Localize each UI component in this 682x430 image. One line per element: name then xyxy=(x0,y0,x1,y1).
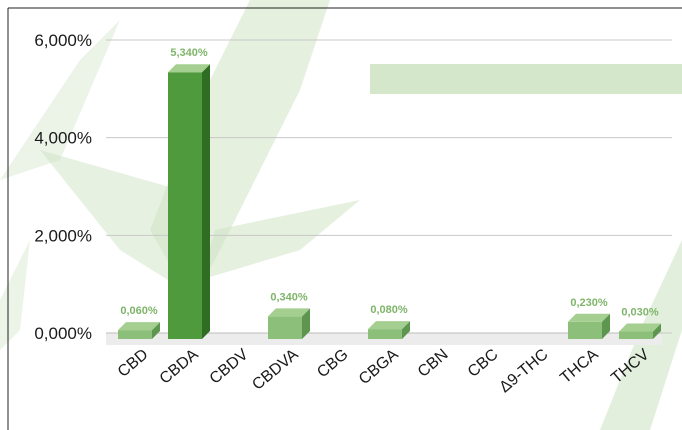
x-tick-label: CBDVA xyxy=(249,346,301,394)
data-label: 0,230% xyxy=(570,297,608,309)
bar xyxy=(568,313,610,339)
data-labels: 0,060% 5,340% 0,340% 0,080% 0,230% 0,030% xyxy=(120,47,659,318)
bar xyxy=(118,322,160,339)
data-label: 0,060% xyxy=(120,305,158,317)
bar xyxy=(168,64,210,339)
bar-side xyxy=(302,308,310,339)
chart-frame xyxy=(7,7,682,430)
bar-front xyxy=(619,331,653,339)
x-tick-label: CBDV xyxy=(207,346,252,388)
data-label: 0,340% xyxy=(270,291,308,303)
watermark-bar xyxy=(370,64,682,94)
x-tick-label: THCA xyxy=(557,346,602,387)
y-tick-label: 0,000% xyxy=(34,324,92,343)
bar-top xyxy=(268,308,310,317)
bar-side xyxy=(402,321,410,339)
y-tick-label: 2,000% xyxy=(34,226,92,245)
data-label: 0,030% xyxy=(621,307,659,319)
bar-front xyxy=(268,316,302,339)
x-tick-label: CBN xyxy=(415,346,452,381)
x-tick-label: CBG xyxy=(314,346,351,381)
x-tick-label: CBDA xyxy=(157,346,202,388)
bar-side xyxy=(152,322,160,339)
bar-front xyxy=(118,330,152,339)
leaf-shape xyxy=(200,200,360,280)
y-tick-label: 4,000% xyxy=(34,129,92,148)
bar-top xyxy=(168,64,210,73)
leaf-shape xyxy=(0,240,30,350)
y-axis-labels: 0,000% 2,000% 4,000% 6,000% xyxy=(34,31,92,343)
leaf-shape xyxy=(0,20,120,180)
bar-side xyxy=(602,313,610,339)
bar-top xyxy=(619,323,661,332)
x-tick-label: CBGA xyxy=(356,346,402,388)
bar-top xyxy=(118,322,160,331)
y-tick-label: 6,000% xyxy=(34,31,92,50)
bar-side xyxy=(653,323,661,339)
bar-side xyxy=(202,64,210,339)
bar xyxy=(268,308,310,339)
x-tick-label: CBC xyxy=(465,346,502,381)
x-tick-label: Δ9-THC xyxy=(496,346,551,396)
bar-top xyxy=(568,313,610,322)
bar-front xyxy=(168,72,202,339)
data-label: 5,340% xyxy=(170,47,208,59)
leaf-shape xyxy=(40,150,200,300)
bar xyxy=(368,321,410,339)
bars xyxy=(118,64,661,339)
x-tick-label: CBD xyxy=(115,346,152,381)
bar-top xyxy=(368,321,410,330)
bar-front xyxy=(368,329,402,339)
bar xyxy=(619,323,661,339)
data-label: 0,080% xyxy=(370,304,408,316)
bar-front xyxy=(568,321,602,339)
